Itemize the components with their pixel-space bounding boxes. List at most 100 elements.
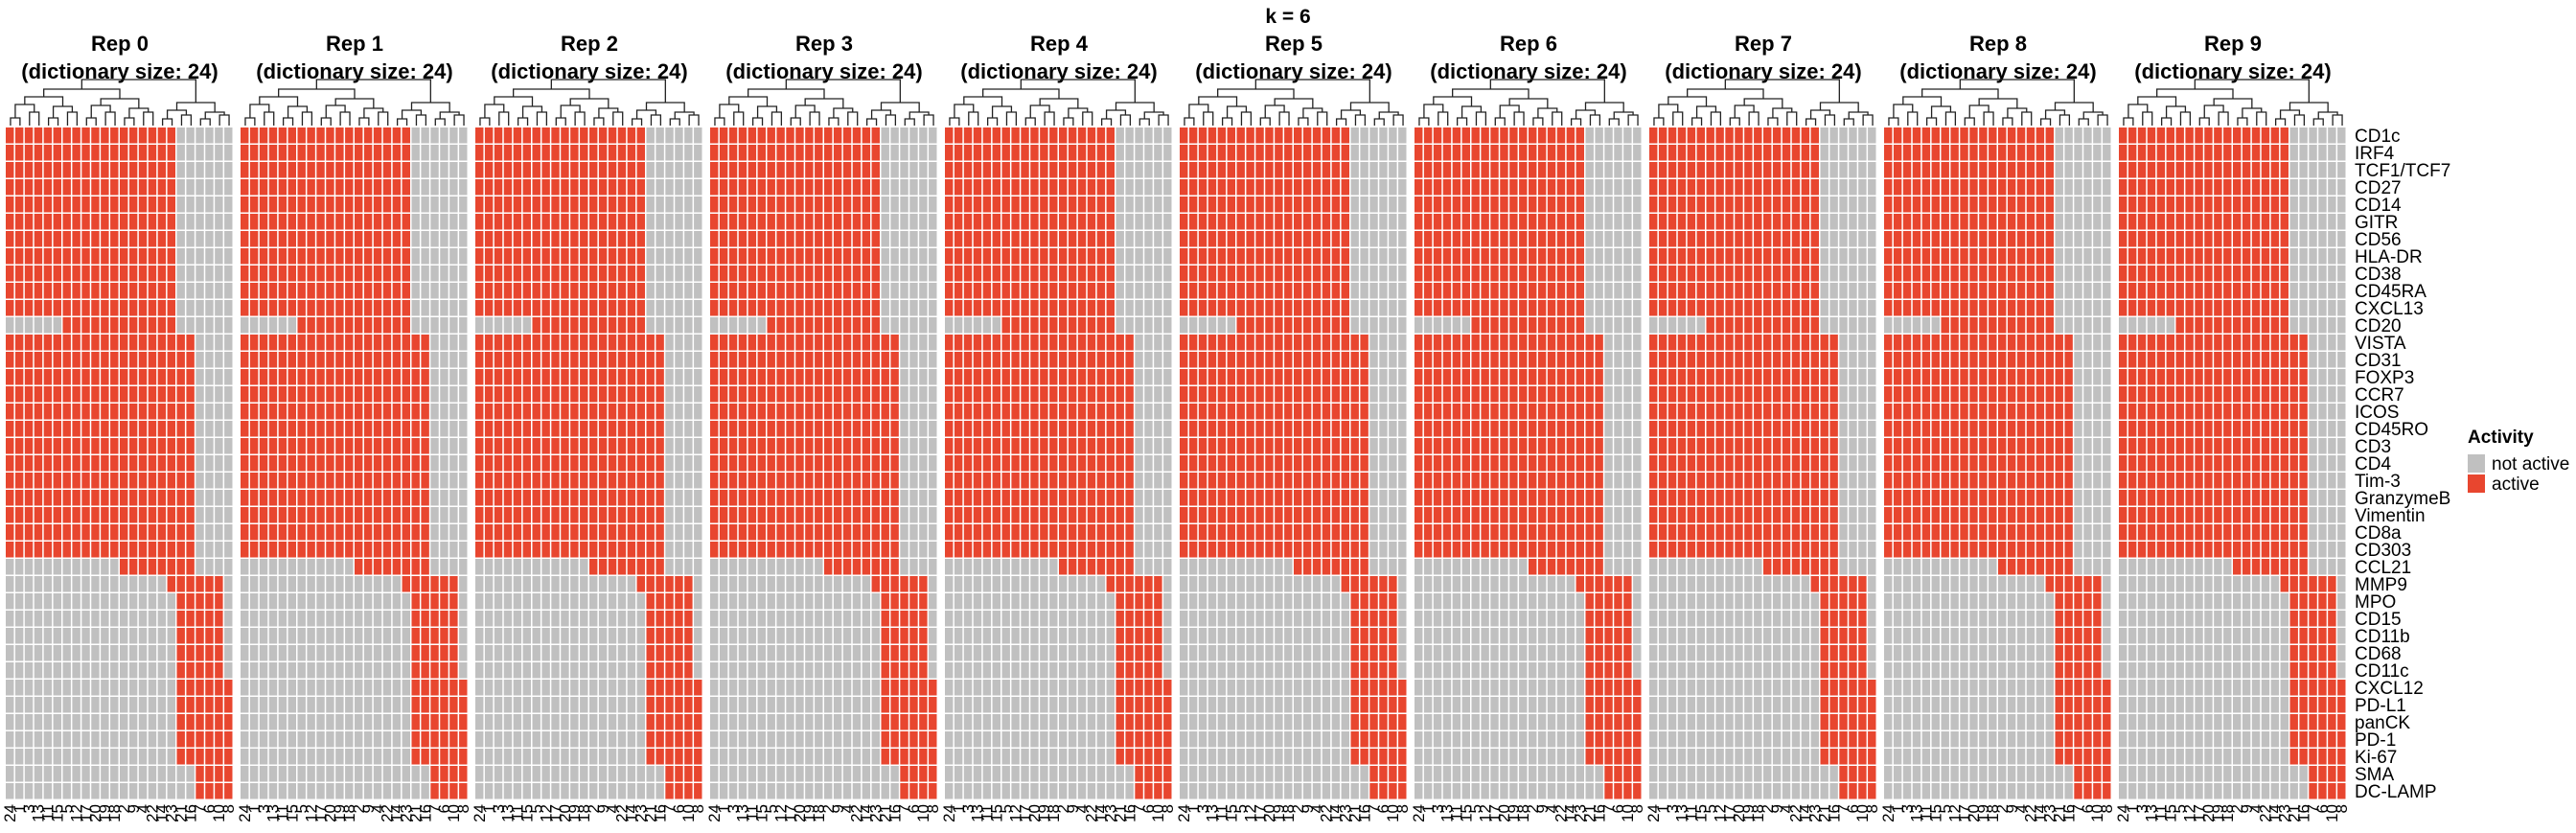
heatmap-cell — [617, 576, 627, 592]
heatmap-cell — [1059, 352, 1068, 368]
heatmap-cell — [786, 335, 794, 351]
heatmap-cell — [684, 127, 693, 144]
heatmap-cell — [852, 317, 862, 334]
heatmap-cell — [945, 231, 954, 247]
heatmap-cell — [1011, 352, 1020, 368]
heatmap-cell — [1154, 749, 1162, 765]
heatmap-cell — [167, 438, 175, 454]
heatmap-cell — [954, 145, 963, 161]
heatmap-cell — [120, 576, 128, 592]
heatmap-cell — [748, 680, 757, 696]
heatmap-cell — [963, 317, 973, 334]
heatmap-cell — [973, 731, 982, 748]
column-label: 4 — [134, 804, 152, 813]
heatmap-cell — [757, 680, 766, 696]
heatmap-cell — [561, 335, 569, 351]
heatmap-cell — [627, 542, 636, 558]
heatmap-cell — [392, 680, 402, 696]
heatmap-cell — [1059, 248, 1068, 265]
heatmap-cell — [992, 231, 1000, 247]
heatmap-cell — [1001, 369, 1010, 385]
heatmap-cell — [81, 300, 90, 316]
heatmap-cell — [786, 490, 794, 506]
heatmap-cell — [541, 524, 550, 541]
heatmap-cell — [871, 455, 880, 472]
heatmap-cell — [1125, 369, 1134, 385]
heatmap-cell — [710, 576, 719, 592]
heatmap-cell — [249, 645, 259, 661]
heatmap-cell — [900, 421, 908, 437]
heatmap-cell — [1077, 645, 1087, 661]
heatmap-cell — [402, 145, 410, 161]
heatmap-cell — [176, 455, 185, 472]
heatmap-cell — [196, 714, 204, 730]
heatmap-cell — [402, 680, 410, 696]
heatmap-cell — [176, 162, 185, 178]
heatmap-cell — [513, 455, 522, 472]
heatmap-cell — [973, 662, 982, 679]
heatmap-cell — [973, 179, 982, 196]
heatmap-cell — [1087, 559, 1096, 575]
heatmap-cell — [24, 507, 34, 523]
heatmap-cell — [186, 352, 195, 368]
heatmap-cell — [748, 524, 757, 541]
heatmap-cell — [43, 645, 53, 661]
heatmap-cell — [484, 352, 494, 368]
heatmap-cell — [871, 731, 880, 748]
column-label: 3 — [490, 804, 508, 813]
heatmap-cell — [881, 421, 889, 437]
heatmap-cell — [494, 214, 503, 230]
heatmap-cell — [440, 473, 448, 489]
heatmap-cell — [570, 490, 579, 506]
heatmap-cell — [335, 524, 344, 541]
heatmap-cell — [316, 145, 325, 161]
heatmap-cell — [852, 352, 862, 368]
heatmap-cell — [14, 680, 24, 696]
heatmap-cell — [636, 369, 645, 385]
heatmap-cell — [1059, 576, 1068, 592]
heatmap-cell — [138, 386, 148, 403]
heatmap-cell — [738, 662, 748, 679]
heatmap-cell — [215, 317, 223, 334]
heatmap-cell — [138, 731, 148, 748]
heatmap-cell — [259, 335, 268, 351]
heatmap-cell — [176, 386, 185, 403]
heatmap-cell — [541, 386, 550, 403]
heatmap-cell — [475, 662, 484, 679]
heatmap-cell — [1096, 576, 1106, 592]
heatmap-cell — [1021, 697, 1029, 713]
heatmap-cell — [694, 628, 702, 644]
heatmap-cell — [297, 542, 306, 558]
heatmap-cell — [288, 369, 296, 385]
heatmap-cell — [224, 783, 233, 799]
heatmap-cell — [551, 766, 560, 782]
heatmap-cell — [551, 145, 560, 161]
heatmap-cell — [748, 283, 757, 299]
heatmap-cell — [1077, 542, 1087, 558]
heatmap-cell — [608, 766, 617, 782]
heatmap-cell — [805, 162, 814, 178]
heatmap-cell — [355, 300, 363, 316]
heatmap-cell — [14, 507, 24, 523]
column-label: 7 — [191, 804, 209, 813]
heatmap-cell — [728, 749, 738, 765]
heatmap-cell — [636, 662, 645, 679]
heatmap-cell — [900, 300, 908, 316]
heatmap-cell — [710, 214, 719, 230]
heatmap-cell — [34, 214, 43, 230]
heatmap-cell — [757, 231, 766, 247]
heatmap-cell — [316, 179, 325, 196]
heatmap-cell — [1001, 559, 1010, 575]
heatmap-cell — [494, 179, 503, 196]
heatmap-cell — [522, 266, 531, 282]
heatmap-cell — [1135, 214, 1143, 230]
heatmap-cell — [268, 404, 278, 420]
column-label: 6 — [905, 804, 923, 813]
heatmap-cell — [589, 542, 598, 558]
heatmap-cell — [1106, 576, 1115, 592]
heatmap-cell — [881, 266, 889, 282]
heatmap-cell — [1217, 197, 1227, 213]
heatmap-cell — [871, 421, 880, 437]
heatmap-cell — [1188, 231, 1198, 247]
heatmap-cell — [421, 749, 429, 765]
